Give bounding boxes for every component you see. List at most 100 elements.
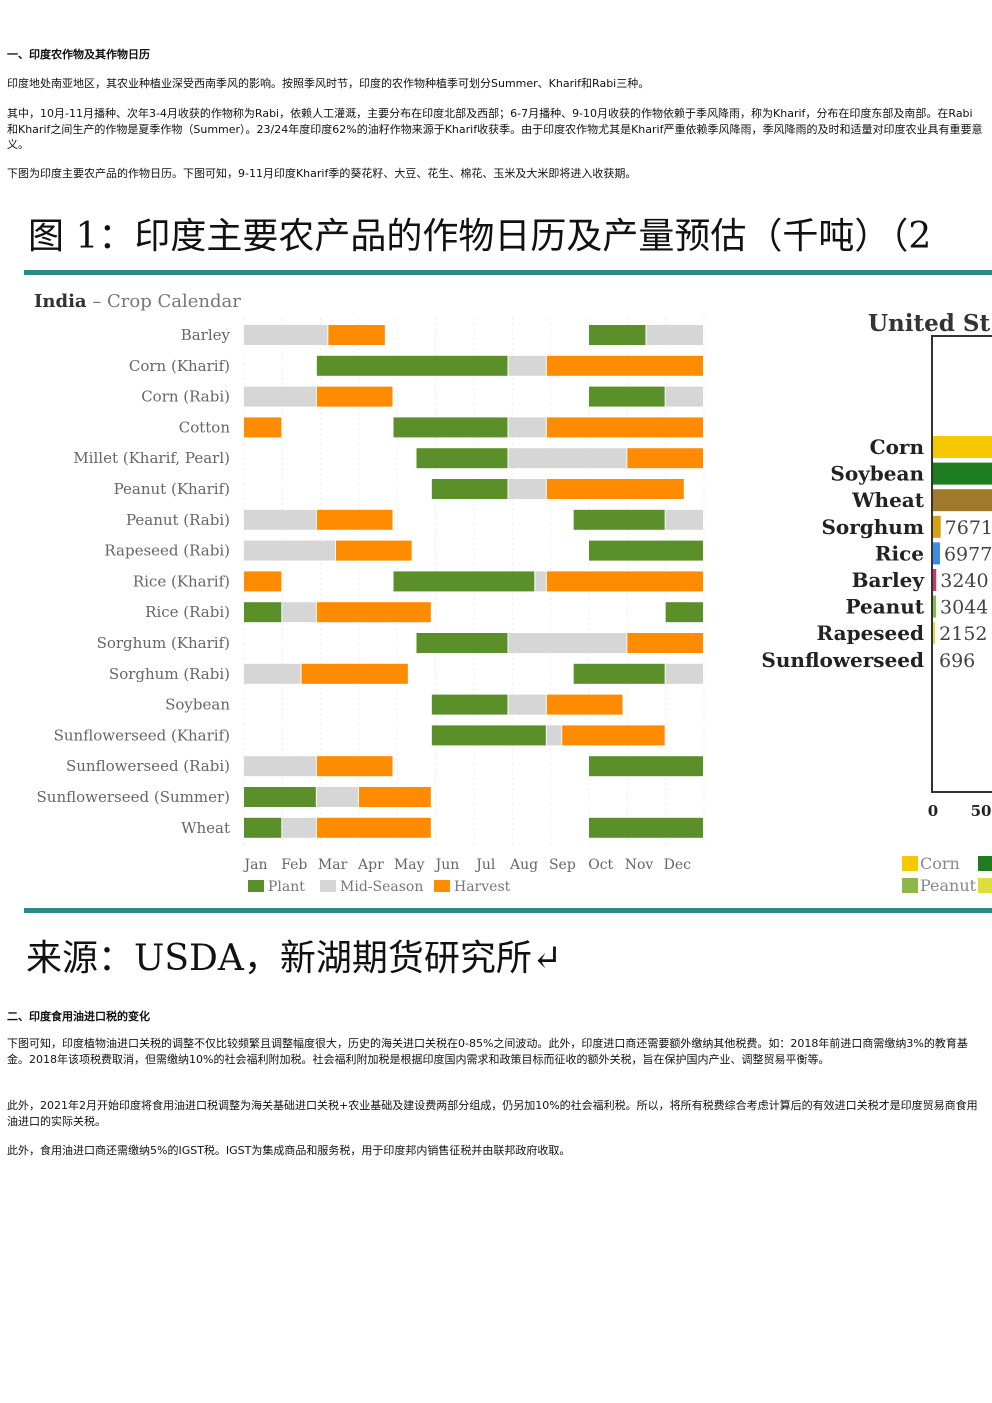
us-category-label: Sorghum <box>821 515 924 539</box>
calendar-bar-plant <box>589 325 646 345</box>
crop-label: Rice (Kharif) <box>133 572 230 590</box>
us-bar <box>933 595 937 618</box>
calendar-bar-mid <box>244 325 328 345</box>
calendar-bar-mid <box>646 325 703 345</box>
us-category-label: Sunflowerseed <box>761 648 924 672</box>
legend-swatch-mid <box>320 880 336 892</box>
calendar-bar-mid <box>508 633 627 653</box>
legend-swatch-harvest <box>434 880 450 892</box>
crop-label: Sorghum (Rabi) <box>109 665 230 683</box>
calendar-bar-plant <box>589 386 665 407</box>
us-category-label: Corn <box>870 435 925 459</box>
calendar-bar-mid <box>508 417 546 438</box>
month-tick-label: Dec <box>664 857 692 873</box>
us-data-label: 3044 <box>940 597 988 619</box>
figure-title: 图 1：印度主要农产品的作物日历及产量预估（千吨）（2 <box>28 216 931 257</box>
us-legend-label: Corn <box>920 854 960 873</box>
calendar-bar-harvest <box>546 417 703 438</box>
us-data-label: 3240 <box>940 570 988 592</box>
crop-label: Sunflowerseed (Kharif) <box>54 726 230 744</box>
calendar-bar-mid <box>282 602 316 623</box>
month-tick-label: Sep <box>549 857 576 873</box>
calendar-bar-harvest <box>562 725 665 746</box>
crop-label: Rice (Rabi) <box>145 603 230 621</box>
calendar-bar-mid <box>665 386 703 407</box>
legend-label-mid: Mid-Season <box>340 879 423 895</box>
calendar-bar-harvest <box>316 386 393 407</box>
calendar-bar-plant <box>589 817 703 838</box>
calendar-bar-plant <box>431 694 508 715</box>
legend-label-plant: Plant <box>268 879 305 895</box>
calendar-bar-harvest <box>336 540 412 561</box>
month-tick-label: Feb <box>281 857 307 873</box>
us-axis-tick: 50 <box>971 802 992 820</box>
crop-label: Millet (Kharif, Pearl) <box>73 449 230 467</box>
calendar-bar-harvest <box>301 663 408 684</box>
calendar-bar-mid <box>244 756 316 777</box>
us-legend-swatch <box>902 878 918 893</box>
crop-label: Cotton <box>179 418 231 436</box>
month-tick-label: Apr <box>357 857 384 873</box>
us-bar <box>933 515 941 538</box>
calendar-bar-harvest <box>546 355 703 376</box>
calendar-bar-plant <box>665 602 703 623</box>
month-tick-label: Jun <box>434 857 460 873</box>
us-category-label: Soybean <box>830 462 924 486</box>
section1-paragraph-1: 印度地处南亚地区，其农业种植业深受西南季风的影响。按照季风时节，印度的农作物种植… <box>7 77 650 90</box>
calendar-bar-mid <box>546 725 562 746</box>
crop-label: Soybean <box>165 696 230 714</box>
us-bar <box>933 489 992 512</box>
calendar-bar-harvest <box>328 325 385 345</box>
teal-rule-top <box>24 270 992 275</box>
month-tick-label: Aug <box>509 857 538 873</box>
section2-paragraph-2: 此外，2021年2月开始印度将食用油进口税调整为海关基础进口关税+农业基础及建设… <box>7 1099 978 1128</box>
calendar-bar-plant <box>431 725 546 746</box>
month-tick-label: Mar <box>318 857 348 873</box>
month-tick-label: May <box>394 857 425 873</box>
calendar-bar-harvest <box>244 571 282 592</box>
us-bar <box>933 436 992 458</box>
us-bar <box>933 622 936 645</box>
calendar-bar-mid <box>282 817 316 838</box>
us-legend-swatch <box>978 878 992 893</box>
us-category-label: Rapeseed <box>817 621 924 645</box>
crop-label: Corn (Rabi) <box>141 388 230 406</box>
calendar-bar-plant <box>244 817 282 838</box>
calendar-bar-mid <box>316 787 358 807</box>
us-bar <box>933 569 937 591</box>
calendar-bar-mid <box>508 448 627 469</box>
us-category-label: Rice <box>875 541 924 565</box>
calendar-bar-mid <box>244 386 316 407</box>
calendar-bar-harvest <box>546 479 684 499</box>
crop-label: Wheat <box>181 819 230 837</box>
india-crop-calendar: India – Crop Calendar Barley Corn (Kharif… <box>34 291 705 895</box>
calendar-bar-plant <box>416 448 508 469</box>
calendar-bar-mid <box>508 694 546 715</box>
calendar-bar-harvest <box>627 633 703 653</box>
calendar-bar-plant <box>431 479 508 499</box>
calendar-bar-mid <box>508 479 546 499</box>
us-bar <box>933 542 940 565</box>
month-tick-label: Jan <box>243 857 268 873</box>
calendar-bar-mid <box>665 509 703 530</box>
crop-label: Rapeseed (Rabi) <box>104 542 230 560</box>
crop-calendar-figure: 图 1：印度主要农产品的作物日历及产量预估（千吨）（2 India – Crop… <box>0 196 992 986</box>
us-legend-swatch <box>978 856 992 871</box>
right-chart-frame <box>931 335 992 793</box>
crop-label: Sunflowerseed (Rabi) <box>66 757 230 775</box>
calendar-bar-plant <box>573 663 665 684</box>
calendar-bar-plant <box>244 602 282 623</box>
calendar-bar-mid <box>665 663 703 684</box>
calendar-bar-plant <box>573 509 665 530</box>
calendar-title: India – Crop Calendar <box>34 291 241 312</box>
calendar-bar-plant <box>244 787 316 807</box>
teal-rule-bottom <box>24 908 992 913</box>
month-tick-label: Oct <box>588 857 613 873</box>
crop-label: Peanut (Rabi) <box>126 511 230 529</box>
us-bar <box>933 462 992 485</box>
calendar-bar-mid <box>535 571 546 592</box>
section1-paragraph-2: 其中，10月-11月播种、次年3-4月收获的作物称为Rabi，依赖人工灌溉，主要… <box>7 107 983 151</box>
calendar-bar-harvest <box>316 602 431 623</box>
us-category-label: Barley <box>852 568 926 592</box>
